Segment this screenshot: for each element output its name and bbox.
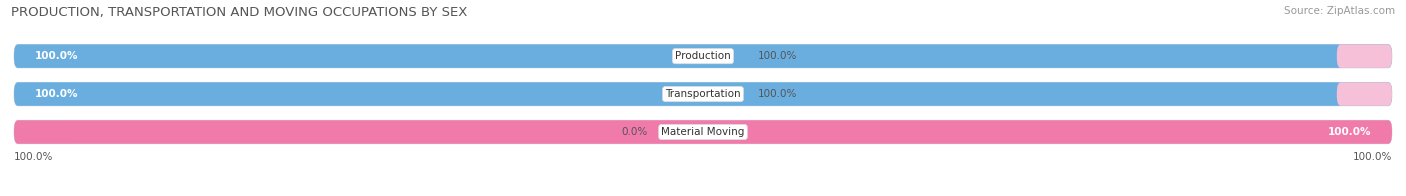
Text: 100.0%: 100.0% <box>35 51 79 61</box>
FancyBboxPatch shape <box>1337 44 1392 68</box>
Text: Transportation: Transportation <box>665 89 741 99</box>
Text: Material Moving: Material Moving <box>661 127 745 137</box>
Text: PRODUCTION, TRANSPORTATION AND MOVING OCCUPATIONS BY SEX: PRODUCTION, TRANSPORTATION AND MOVING OC… <box>11 6 468 19</box>
Text: Production: Production <box>675 51 731 61</box>
Text: 100.0%: 100.0% <box>758 89 797 99</box>
Text: 100.0%: 100.0% <box>1353 152 1392 162</box>
Text: Source: ZipAtlas.com: Source: ZipAtlas.com <box>1284 6 1395 16</box>
Text: 100.0%: 100.0% <box>758 51 797 61</box>
Text: 100.0%: 100.0% <box>1327 127 1371 137</box>
FancyBboxPatch shape <box>14 44 1392 68</box>
Text: 100.0%: 100.0% <box>35 89 79 99</box>
FancyBboxPatch shape <box>14 120 69 144</box>
Text: 100.0%: 100.0% <box>14 152 53 162</box>
FancyBboxPatch shape <box>14 82 1392 106</box>
FancyBboxPatch shape <box>14 120 1392 144</box>
Text: 0.0%: 0.0% <box>621 127 648 137</box>
FancyBboxPatch shape <box>1337 82 1392 106</box>
FancyBboxPatch shape <box>14 120 1392 144</box>
FancyBboxPatch shape <box>14 44 1392 68</box>
FancyBboxPatch shape <box>14 82 1392 106</box>
